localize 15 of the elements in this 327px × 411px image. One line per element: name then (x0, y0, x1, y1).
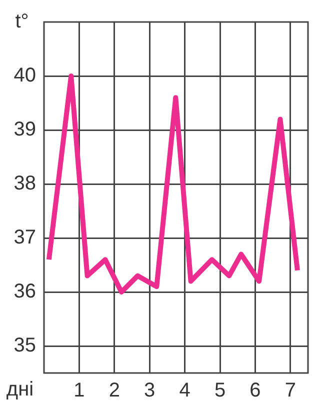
y-tick-label: 36 (14, 280, 36, 303)
x-tick-label: 1 (74, 380, 85, 402)
y-tick-label: 35 (14, 334, 36, 357)
x-tick-label: 7 (284, 380, 296, 402)
x-tick-label: 2 (108, 380, 120, 402)
x-tick-label: 5 (214, 380, 226, 402)
y-tick-label: 37 (14, 226, 36, 249)
y-tick-label: 39 (14, 118, 36, 141)
y-axis-title: t° (15, 10, 29, 33)
x-axis-title: дні (6, 378, 34, 401)
y-tick-label: 38 (14, 172, 36, 195)
x-tick-label: 6 (250, 380, 261, 402)
y-tick-label: 40 (14, 64, 36, 87)
x-tick-label: 4 (179, 380, 190, 402)
x-tick-label: 3 (144, 380, 156, 402)
